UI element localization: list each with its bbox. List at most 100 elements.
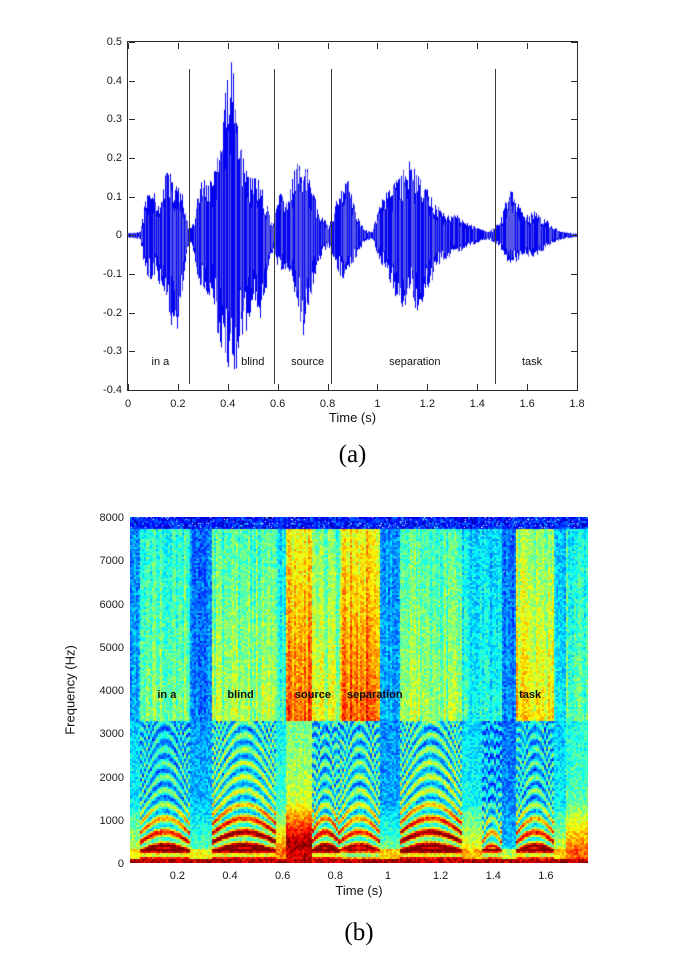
waveform-canvas [128, 42, 577, 390]
tick-mark [327, 384, 329, 390]
tick-mark [571, 196, 577, 198]
xtick-label: 0.8 [327, 870, 343, 882]
tick-mark [577, 384, 578, 390]
tick-mark [277, 43, 279, 49]
tick-mark [571, 390, 577, 391]
word-label: source [294, 689, 331, 702]
tick-mark [177, 43, 179, 49]
ytick-label: 0.1 [106, 190, 122, 203]
caption-b: (b) [344, 919, 374, 946]
xtick-label: 0.2 [170, 398, 186, 410]
xtick-label: 0.4 [220, 398, 236, 410]
ytick-label: 0.3 [106, 113, 122, 126]
spectrogram-xaxis-title: Time (s) [335, 883, 383, 898]
xtick-label: 1.6 [538, 870, 554, 882]
tick-mark [377, 43, 379, 49]
tick-mark [277, 384, 279, 390]
ytick-label: 0.4 [106, 74, 122, 87]
tick-mark [571, 119, 577, 121]
xtick-label: 1.2 [432, 870, 449, 882]
word-label: separation [389, 355, 441, 368]
tick-mark [129, 312, 135, 314]
caption-a: (a) [338, 441, 367, 468]
spectrogram-plot-area: in a blind source separation task [130, 517, 588, 863]
tick-mark [571, 158, 577, 159]
waveform-plot-area: in a blind source separation task [127, 41, 578, 391]
tick-mark [129, 390, 135, 391]
tick-mark [227, 384, 229, 390]
word-label: task [519, 689, 542, 702]
waveform-xaxis-title: Time (s) [328, 410, 377, 425]
tick-mark [571, 351, 577, 353]
tick-mark [571, 312, 577, 314]
tick-mark [571, 235, 577, 237]
word-label: in a [157, 689, 177, 702]
tick-mark [129, 42, 135, 43]
ytick-label: -0.3 [103, 345, 122, 358]
ytick-label: 3000 [99, 728, 124, 741]
ytick-label: -0.4 [103, 384, 122, 396]
tick-mark [527, 384, 529, 390]
xtick-label: 0.2 [169, 870, 186, 882]
tick-mark [571, 42, 577, 43]
xtick-label: 1.2 [419, 398, 435, 410]
ytick-label: 0.2 [106, 152, 122, 164]
tick-mark [129, 351, 135, 353]
ytick-label: 2000 [99, 771, 124, 784]
tick-mark [571, 274, 577, 275]
ytick-label: 1000 [99, 814, 124, 827]
word-label: source [291, 355, 325, 368]
xtick-label: 0.6 [275, 870, 291, 882]
word-label: in a [151, 355, 170, 368]
tick-mark [577, 43, 578, 49]
tick-mark [427, 43, 429, 49]
word-label: task [522, 355, 543, 368]
ytick-label: 5000 [99, 641, 124, 654]
tick-mark [128, 43, 129, 49]
xtick-label: 1.6 [519, 398, 535, 410]
tick-mark [527, 43, 529, 49]
xtick-label: 1.4 [485, 870, 501, 882]
ytick-label: -0.2 [103, 306, 122, 319]
tick-mark [129, 119, 135, 121]
ytick-label: 0 [117, 858, 124, 870]
ytick-label: 8000 [99, 512, 124, 524]
tick-mark [177, 384, 179, 390]
xtick-label: 0.4 [222, 870, 238, 882]
xtick-label: 1 [374, 398, 381, 410]
word-label: blind [227, 689, 254, 702]
ytick-label: 6000 [99, 598, 124, 611]
tick-mark [129, 235, 135, 237]
ytick-label: 0.5 [106, 36, 122, 48]
tick-mark [129, 196, 135, 198]
ytick-label: 7000 [99, 555, 124, 568]
tick-mark [129, 80, 135, 82]
xtick-label: 0.8 [319, 398, 336, 410]
xtick-label: 1.4 [469, 398, 485, 410]
xtick-label: 0 [124, 398, 132, 410]
tick-mark [128, 384, 129, 390]
tick-mark [377, 384, 379, 390]
tick-mark [477, 384, 479, 390]
word-label: separation [346, 689, 403, 702]
segment-boundary-line [273, 69, 275, 385]
word-label: blind [241, 355, 265, 368]
ytick-label: 0 [115, 229, 122, 242]
spectrogram-yaxis-title: Frequency (Hz) [62, 645, 78, 735]
tick-mark [477, 43, 479, 49]
spectrogram-canvas [130, 517, 588, 863]
xtick-label: 1 [384, 870, 392, 882]
tick-mark [227, 43, 229, 49]
xtick-label: 1.8 [569, 398, 585, 410]
segment-boundary-line [331, 69, 333, 385]
tick-mark [571, 80, 577, 82]
ytick-label: 4000 [99, 685, 124, 697]
tick-mark [427, 384, 429, 390]
tick-mark [327, 43, 329, 49]
ytick-label: -0.1 [103, 268, 122, 280]
xtick-label: 0.6 [270, 398, 286, 410]
segment-boundary-line [494, 69, 496, 385]
tick-mark [129, 274, 135, 275]
segment-boundary-line [189, 69, 191, 385]
